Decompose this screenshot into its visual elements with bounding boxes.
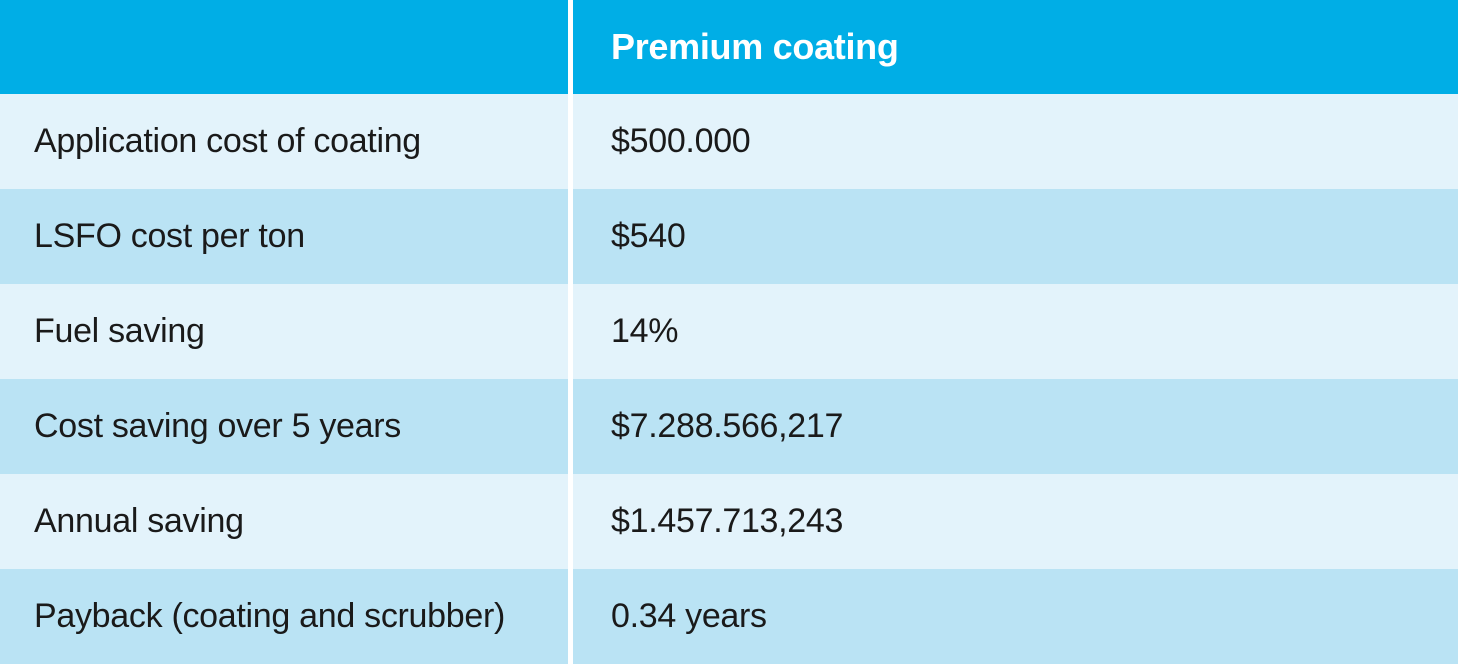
table-row: Cost saving over 5 years $7.288.566,217 [0,379,1458,474]
header-cell-empty [0,0,568,94]
table-row: Payback (coating and scrubber) 0.34 year… [0,569,1458,664]
row-value: 14% [573,284,1458,379]
header-cell-premium: Premium coating [573,0,1458,94]
table-row: Fuel saving 14% [0,284,1458,379]
row-label: Fuel saving [0,284,568,379]
row-label: Application cost of coating [0,94,568,189]
table-row: Annual saving $1.457.713,243 [0,474,1458,569]
row-label: Payback (coating and scrubber) [0,569,568,664]
row-value: $500.000 [573,94,1458,189]
table-header-row: Premium coating [0,0,1458,94]
row-value: $540 [573,189,1458,284]
row-value: $7.288.566,217 [573,379,1458,474]
table-row: LSFO cost per ton $540 [0,189,1458,284]
table-row: Application cost of coating $500.000 [0,94,1458,189]
row-label: Cost saving over 5 years [0,379,568,474]
row-label: Annual saving [0,474,568,569]
row-value: $1.457.713,243 [573,474,1458,569]
row-label: LSFO cost per ton [0,189,568,284]
row-value: 0.34 years [573,569,1458,664]
coating-cost-table: Premium coating Application cost of coat… [0,0,1458,664]
